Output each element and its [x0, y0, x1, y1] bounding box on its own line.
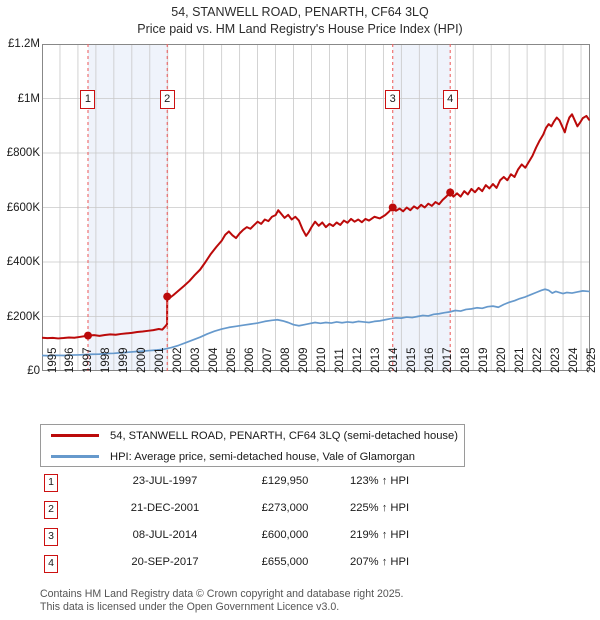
footer-licence: This data is licensed under the Open Gov…: [40, 600, 340, 613]
x-tick-label: 2016: [423, 347, 436, 373]
legend-label-price-paid: 54, STANWELL ROAD, PENARTH, CF64 3LQ (se…: [110, 429, 458, 442]
chart-legend: 54, STANWELL ROAD, PENARTH, CF64 3LQ (se…: [40, 424, 465, 467]
transaction-price: £600,000: [261, 529, 309, 541]
legend-item-price-paid: 54, STANWELL ROAD, PENARTH, CF64 3LQ (se…: [41, 425, 464, 446]
transaction-badge: 1: [44, 474, 58, 492]
x-tick-label: 2008: [280, 347, 293, 373]
x-tick-label: 2025: [585, 347, 598, 373]
transaction-price: £129,950: [261, 475, 309, 487]
marker-badge-1: 1: [80, 89, 96, 109]
y-tick-label: £1.2M: [8, 38, 40, 50]
transaction-hpi-delta: 207% ↑ HPI: [350, 556, 410, 568]
transaction-date: 21-DEC-2001: [130, 502, 200, 514]
x-tick-label: 2020: [495, 347, 508, 373]
transactions-table: 1 23-JUL-1997 £129,950 123% ↑ HPI 2 21-DEC-20…: [40, 472, 470, 580]
x-tick-label: 2012: [351, 347, 364, 373]
page-title: 54, STANWELL ROAD, PENARTH, CF64 3LQ: [171, 5, 429, 19]
x-tick-label: 2014: [387, 347, 400, 373]
y-tick-label: £200K: [6, 310, 40, 323]
data-point-marker: [163, 292, 172, 301]
x-tick-label: 2018: [459, 347, 472, 373]
x-axis-labels: 1995 1996 1997 1998 1999 2000 2001 2002 2003 2004…: [42, 347, 598, 419]
x-tick-label: 2019: [477, 347, 490, 373]
legend-item-hpi: HPI: Average price, semi-detached house,…: [41, 446, 464, 467]
x-tick-label: 2004: [208, 347, 221, 373]
transaction-date: 20-SEP-2017: [131, 556, 199, 568]
x-tick-label: 2001: [154, 347, 167, 373]
x-tick-label: 1998: [100, 347, 113, 373]
title-block: 54, STANWELL ROAD, PENARTH, CF64 3LQ Pri…: [0, 4, 600, 38]
transaction-row[interactable]: 2 21-DEC-2001 £273,000 225% ↑ HPI: [40, 499, 470, 526]
legend-swatch-price-paid: [51, 433, 99, 438]
plot-area: 1 2 3 4: [42, 44, 590, 371]
legend-label-hpi: HPI: Average price, semi-detached house,…: [110, 450, 415, 463]
x-tick-label: 2006: [244, 347, 257, 373]
legend-swatch-hpi: [51, 455, 99, 458]
marker-badge-4: 4: [442, 89, 458, 109]
x-tick-label: 2011: [333, 348, 346, 373]
x-tick-label: 1995: [46, 347, 59, 373]
x-tick-label: 2013: [369, 347, 382, 373]
page-subtitle: Price paid vs. HM Land Registry's House …: [137, 22, 463, 36]
data-point-marker: [83, 331, 92, 340]
y-tick-label: £0: [27, 365, 40, 377]
x-tick-label: 1997: [82, 347, 95, 373]
series-line-price-paid: [42, 113, 590, 340]
marker-badge-2: 2: [159, 89, 175, 109]
x-tick-label: 2022: [531, 347, 544, 373]
x-tick-label: 2009: [298, 347, 311, 373]
transaction-hpi-delta: 225% ↑ HPI: [350, 502, 410, 514]
y-tick-label: £1M: [17, 92, 40, 105]
x-tick-label: 2000: [136, 347, 149, 373]
transaction-price: £655,000: [261, 556, 309, 568]
footer-copyright: Contains HM Land Registry data © Crown c…: [40, 588, 404, 600]
footer: Contains HM Land Registry data © Crown c…: [40, 588, 580, 613]
y-tick-label: £800K: [6, 147, 40, 159]
plot-frame: [42, 44, 590, 371]
transaction-date: 23-JUL-1997: [132, 475, 198, 487]
transaction-badge: 3: [44, 528, 58, 546]
x-tick-label: 2021: [513, 347, 526, 373]
y-tick-label: £600K: [6, 201, 40, 214]
x-tick-label: 1999: [118, 347, 131, 373]
transaction-badge: 4: [44, 555, 58, 573]
x-tick-label: 2024: [567, 347, 580, 373]
x-tick-label: 2023: [549, 347, 562, 373]
x-tick-label: 2002: [172, 347, 185, 373]
x-tick-label: 2010: [316, 347, 328, 373]
transaction-hpi-delta: 219% ↑ HPI: [350, 529, 410, 541]
price-history-chart: [42, 44, 590, 371]
series-line-hpi: [42, 288, 590, 357]
x-tick-label: 1996: [64, 347, 77, 373]
x-tick-label: 2003: [190, 347, 203, 373]
transaction-price: £273,000: [261, 502, 309, 514]
data-point-marker: [388, 203, 397, 212]
transaction-row[interactable]: 4 20-SEP-2017 £655,000 207% ↑ HPI: [40, 553, 470, 580]
x-tick-label: 2017: [441, 347, 454, 373]
transaction-badge: 2: [44, 501, 58, 519]
marker-badge-3: 3: [385, 89, 401, 109]
data-point-marker: [446, 188, 455, 197]
x-tick-label: 2005: [226, 347, 239, 373]
x-tick-label: 2015: [405, 347, 418, 373]
transaction-date: 08-JUL-2014: [132, 529, 198, 541]
y-axis-labels: £0 £200K £400K £600K £800K £1M £1.2M: [0, 38, 40, 377]
x-tick-label: 2007: [262, 347, 275, 373]
transaction-hpi-delta: 123% ↑ HPI: [350, 475, 410, 487]
y-tick-label: £400K: [6, 256, 40, 268]
transaction-row[interactable]: 3 08-JUL-2014 £600,000 219% ↑ HPI: [40, 526, 470, 553]
transaction-row[interactable]: 1 23-JUL-1997 £129,950 123% ↑ HPI: [40, 472, 470, 499]
